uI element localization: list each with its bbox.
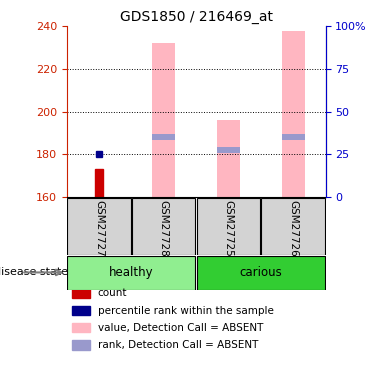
Bar xyxy=(95,169,103,197)
Text: disease state: disease state xyxy=(0,267,68,278)
Bar xyxy=(217,120,240,197)
Text: GSM27727: GSM27727 xyxy=(94,200,104,256)
Text: percentile rank within the sample: percentile rank within the sample xyxy=(98,306,273,315)
Title: GDS1850 / 216469_at: GDS1850 / 216469_at xyxy=(120,10,273,24)
FancyBboxPatch shape xyxy=(67,256,195,290)
FancyBboxPatch shape xyxy=(262,198,325,255)
FancyBboxPatch shape xyxy=(197,198,260,255)
Text: value, Detection Call = ABSENT: value, Detection Call = ABSENT xyxy=(98,323,263,333)
Bar xyxy=(282,135,305,140)
Text: GSM27725: GSM27725 xyxy=(223,200,233,256)
FancyBboxPatch shape xyxy=(197,256,325,290)
FancyBboxPatch shape xyxy=(132,198,195,255)
Bar xyxy=(72,323,90,332)
Bar xyxy=(152,44,175,197)
Bar xyxy=(72,289,90,298)
Text: rank, Detection Call = ABSENT: rank, Detection Call = ABSENT xyxy=(98,340,258,350)
Text: GSM27726: GSM27726 xyxy=(288,200,298,256)
Text: count: count xyxy=(98,288,127,298)
Bar xyxy=(217,147,240,153)
Text: GSM27728: GSM27728 xyxy=(159,200,169,256)
Text: healthy: healthy xyxy=(109,266,154,279)
Text: carious: carious xyxy=(239,266,282,279)
Bar xyxy=(152,135,175,140)
Bar xyxy=(72,306,90,315)
FancyBboxPatch shape xyxy=(67,198,131,255)
Bar xyxy=(282,30,305,197)
Bar xyxy=(72,340,90,350)
